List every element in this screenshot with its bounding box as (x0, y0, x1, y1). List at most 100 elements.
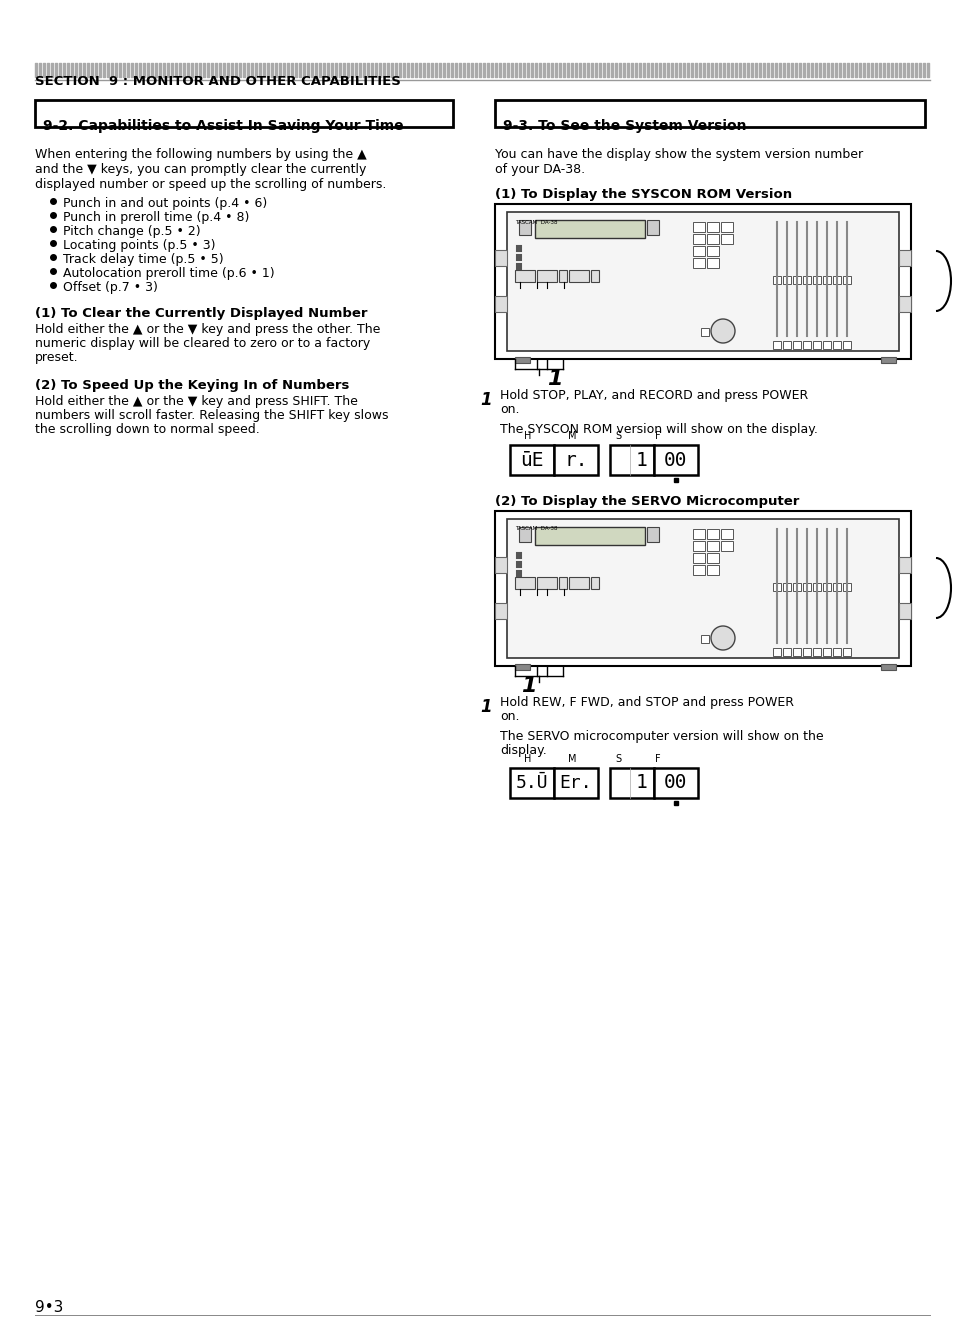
Bar (495, 250, 506, 266)
Bar (590, 577, 598, 589)
Text: H: H (524, 431, 531, 442)
Bar (515, 664, 530, 670)
Text: (2) To Speed Up the Keying In of Numbers: (2) To Speed Up the Keying In of Numbers (35, 378, 349, 392)
Text: preset.: preset. (35, 352, 78, 364)
Bar (720, 529, 732, 539)
Text: 00: 00 (663, 451, 687, 470)
Bar (812, 648, 821, 656)
Text: Hold REW, F FWD, and STOP and press POWER: Hold REW, F FWD, and STOP and press POWE… (499, 696, 793, 709)
Bar (706, 246, 719, 256)
Text: ūE: ūE (519, 451, 543, 470)
Text: on.: on. (499, 403, 519, 416)
Bar (720, 234, 732, 244)
Bar (706, 565, 719, 574)
Bar (822, 341, 830, 349)
Bar (720, 541, 732, 552)
Bar (692, 553, 704, 564)
Bar (35, 101, 453, 127)
Bar (706, 529, 719, 539)
Text: on.: on. (499, 710, 519, 723)
Bar (706, 221, 719, 232)
Text: 9-2. Capabilities to Assist In Saving Your Time: 9-2. Capabilities to Assist In Saving Yo… (43, 119, 403, 133)
Circle shape (710, 319, 734, 344)
Bar (706, 541, 719, 552)
Bar (692, 246, 704, 256)
Bar (772, 276, 781, 285)
Bar (706, 234, 719, 244)
Bar (832, 648, 841, 656)
Bar (880, 357, 895, 362)
Text: 1: 1 (520, 676, 537, 696)
Bar (554, 768, 598, 798)
Bar (822, 276, 830, 285)
Bar (537, 577, 557, 589)
Bar (842, 582, 850, 590)
Bar (706, 258, 719, 268)
Text: M: M (567, 431, 576, 442)
Bar (495, 297, 506, 311)
Bar (782, 582, 790, 590)
Text: 9-3. To See the System Version: 9-3. To See the System Version (502, 119, 745, 133)
Text: Offset (p.7 • 3): Offset (p.7 • 3) (63, 280, 157, 294)
Text: Punch in and out points (p.4 • 6): Punch in and out points (p.4 • 6) (63, 197, 267, 209)
Bar (880, 664, 895, 670)
Bar (898, 250, 910, 266)
Bar (772, 582, 781, 590)
Text: numbers will scroll faster. Releasing the SHIFT key slows: numbers will scroll faster. Releasing th… (35, 409, 388, 421)
Bar (802, 648, 810, 656)
Bar (510, 446, 554, 475)
Bar (812, 341, 821, 349)
Bar (495, 557, 506, 573)
Bar (654, 768, 698, 798)
Bar (654, 446, 698, 475)
Bar (842, 276, 850, 285)
Bar (692, 529, 704, 539)
Bar (782, 276, 790, 285)
Bar (495, 511, 910, 666)
Bar (515, 357, 530, 362)
Bar (515, 577, 535, 589)
Text: Punch in preroll time (p.4 • 8): Punch in preroll time (p.4 • 8) (63, 211, 249, 224)
Bar (568, 577, 588, 589)
Text: H: H (524, 754, 531, 764)
Text: 1: 1 (480, 698, 492, 717)
Text: numeric display will be cleared to zero or to a factory: numeric display will be cleared to zero … (35, 337, 370, 350)
Bar (792, 341, 801, 349)
Bar (609, 446, 654, 475)
Bar (802, 582, 810, 590)
Bar (822, 648, 830, 656)
Bar (495, 101, 924, 127)
Bar (518, 220, 531, 235)
Text: Hold either the ▲ or the ▼ key and press the other. The: Hold either the ▲ or the ▼ key and press… (35, 323, 380, 336)
Text: 1: 1 (635, 451, 647, 470)
Text: of your DA-38.: of your DA-38. (495, 162, 584, 176)
Text: (2) To Display the SERVO Microcomputer: (2) To Display the SERVO Microcomputer (495, 495, 799, 509)
Bar (792, 276, 801, 285)
Bar (518, 527, 531, 542)
Bar (568, 270, 588, 282)
Bar (782, 341, 790, 349)
Bar (812, 582, 821, 590)
Text: the scrolling down to normal speed.: the scrolling down to normal speed. (35, 423, 259, 436)
Bar (506, 519, 898, 658)
Text: M: M (567, 754, 576, 764)
Text: (1) To Clear the Currently Displayed Number: (1) To Clear the Currently Displayed Num… (35, 307, 367, 319)
Bar (822, 582, 830, 590)
Text: Locating points (p.5 • 3): Locating points (p.5 • 3) (63, 239, 215, 252)
Bar (802, 276, 810, 285)
Bar (558, 577, 566, 589)
Text: 1: 1 (480, 391, 492, 409)
Bar (692, 234, 704, 244)
Bar (506, 212, 898, 352)
Bar (782, 648, 790, 656)
Bar (554, 446, 598, 475)
Text: 9•3: 9•3 (35, 1300, 63, 1315)
Text: 00: 00 (663, 773, 687, 793)
Bar (706, 553, 719, 564)
Bar (898, 557, 910, 573)
Text: The SERVO microcomputer version will show on the: The SERVO microcomputer version will sho… (499, 730, 822, 743)
Bar (609, 768, 654, 798)
Bar (898, 297, 910, 311)
Bar (692, 221, 704, 232)
Text: When entering the following numbers by using the ▲: When entering the following numbers by u… (35, 148, 366, 161)
